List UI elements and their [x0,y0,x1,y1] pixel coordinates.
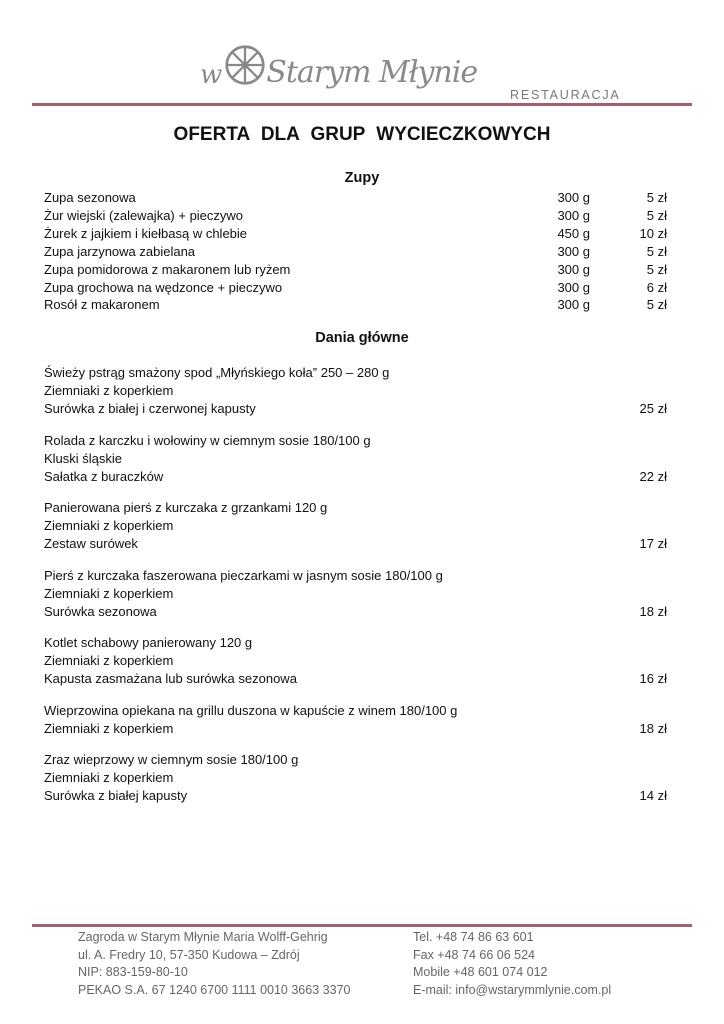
dish-text: Ziemniaki z koperkiem [44,653,174,668]
soup-row: Rosół z makaronem 300 g 5 zł [44,296,667,314]
dish-text: Rolada z karczku i wołowiny w ciemnym so… [44,432,371,448]
soup-weight: 300 g [557,190,590,205]
soup-name: Rosół z makaronem [44,297,160,313]
soup-row: Żur wiejski (zalewajka) + pieczywo 300 g 5… [44,207,667,225]
dish-line: Ziemniaki z koperkiem [44,769,667,787]
soup-name: Żur wiejski (zalewajka) + pieczywo [44,207,244,223]
footer-line: Mobile +48 601 074 012 [413,965,548,979]
dish-line: Kluski śląskie [44,450,667,468]
dish-line: Świeży pstrąg smażony spod „Młyńskiego k… [44,364,667,382]
dish-text: Surówka z białej kapusty [44,788,188,803]
dish-text: Surówka z białej i czerwonej kapusty [44,401,256,416]
page-title: OFERTA DLA GRUP WYCIECZKOWYCH [173,124,551,145]
dish-text: Kotlet schabowy panierowany 120 g [44,635,253,650]
dish-line: Sałatka z buraczków 22 zł [44,468,667,486]
dish-text: Zestaw surówek [44,536,138,551]
dish-price: 18 zł [639,720,667,736]
soup-price: 5 zł [646,297,667,313]
dish-line: Pierś z kurczaka faszerowana pieczarkami… [44,567,667,585]
soup-price: 10 zł [639,225,667,241]
soup-name: Zupa sezonowa [44,190,136,205]
logo-w: w [200,60,223,90]
footer-line: E-mail: info@wstarymmlynie.com.pl [413,982,612,997]
soups-heading: Zupy [344,170,380,186]
dish-text: Pierś z kurczaka faszerowana pieczarkami… [44,567,443,583]
soup-weight: 300 g [557,207,590,223]
dish-text: Panierowana pierś z kurczaka z grzankami… [44,500,328,515]
dish-text: Ziemniaki z koperkiem [44,720,174,736]
dish-line: Panierowana pierś z kurczaka z grzankami… [44,499,667,517]
soup-name: Zupa grochowa na wędzonce + pieczywo [44,279,283,295]
dish-line: Surówka z białej i czerwonej kapusty 25 z… [44,400,667,418]
dish-line: Zraz wieprzowy w ciemnym sosie 180/100 g [44,751,667,769]
soup-weight: 300 g [557,261,590,277]
dish-line: Ziemniaki z koperkiem [44,585,667,603]
footer-line: Tel. +48 74 86 63 601 [413,930,534,944]
footer-right: Tel. +48 74 86 63 601 Fax +48 74 66 06 52… [413,929,611,999]
soup-row: Zupa jarzynowa zabielana 300 g 5 zł [44,243,667,261]
dish-text: Ziemniaki z koperkiem [44,585,174,601]
soup-price: 6 zł [646,279,667,295]
dish-text: Ziemniaki z koperkiem [44,770,174,785]
dish-price: 22 zł [639,468,667,484]
dish-text: Sałatka z buraczków [44,468,164,484]
soup-row: Zupa grochowa na wędzonce + pieczywo 300 … [44,279,667,297]
footer-line: Fax +48 74 66 06 524 [413,947,535,962]
dish-line: Ziemniaki z koperkiem 18 zł [44,720,667,738]
mill-wheel-icon [225,45,265,85]
dish-text: Kapusta zasmażana lub surówka sezonowa [44,671,297,686]
dish-line: Surówka sezonowa 18 zł [44,603,667,621]
dish-text: Świeży pstrąg smażony spod „Młyńskiego k… [44,365,390,380]
footer-line: PEKAO S.A. 67 1240 6700 1111 0010 3663 3… [78,982,351,997]
soup-price: 5 zł [646,261,667,277]
dish-text: Ziemniaki z koperkiem [44,383,174,398]
logo-subtitle: RESTAURACJA [510,88,621,102]
soup-weight: 300 g [557,243,590,259]
soup-weight: 300 g [557,279,590,295]
soup-row: Zupa pomidorowa z makaronem lub ryżem 300… [44,261,667,279]
footer-line: Zagroda w Starym Młynie Maria Wolff-Gehr… [78,930,328,944]
dish-text: Surówka sezonowa [44,603,157,619]
dish-price: 16 zł [639,671,667,686]
soup-weight: 300 g [557,297,590,313]
footer-line: NIP: 883-159-80-10 [78,965,188,979]
soup-price: 5 zł [646,243,667,259]
logo-name: Starym Młynie [266,55,478,90]
dish-line: Kapusta zasmażana lub surówka sezonowa 16… [44,670,667,688]
footer-line: ul. A. Fredry 10, 57-350 Kudowa – Zdrój [78,947,300,962]
dish-line: Kotlet schabowy panierowany 120 g [44,634,667,652]
dish-price: 17 zł [639,536,667,551]
header-divider [32,103,692,106]
soup-name: Zupa jarzynowa zabielana [44,243,196,259]
dish-text: Kluski śląskie [44,450,123,466]
dish-line: Rolada z karczku i wołowiny w ciemnym so… [44,432,667,450]
dish-line: Ziemniaki z koperkiem [44,517,667,535]
soup-weight: 450 g [557,225,590,241]
mains-heading: Dania główne [315,330,409,346]
dish-line: Ziemniaki z koperkiem [44,382,667,400]
soup-name: Żurek z jajkiem i kiełbasą w chlebie [44,225,248,241]
dish-line: Wieprzowina opiekana na grillu duszona w… [44,702,667,720]
dish-price: 14 zł [639,788,667,803]
dish-text: Zraz wieprzowy w ciemnym sosie 180/100 g [44,752,299,767]
dish-text: Ziemniaki z koperkiem [44,518,174,533]
dish-price: 25 zł [639,401,667,416]
dish-line: Ziemniaki z koperkiem [44,652,667,670]
footer-divider [32,924,692,927]
soup-price: 5 zł [646,190,667,205]
soup-row: Zupa sezonowa 300 g 5 zł [44,189,667,207]
footer-left: Zagroda w Starym Młynie Maria Wolff-Gehr… [78,929,350,999]
soup-row: Żurek z jajkiem i kiełbasą w chlebie 450 … [44,225,667,243]
dish-text: Wieprzowina opiekana na grillu duszona w… [44,702,458,718]
dish-line: Surówka z białej kapusty 14 zł [44,787,667,805]
soup-price: 5 zł [646,207,667,223]
soup-name: Zupa pomidorowa z makaronem lub ryżem [44,261,291,277]
dish-line: Zestaw surówek 17 zł [44,535,667,553]
dish-price: 18 zł [639,603,667,619]
logo: w Starym Młynie [200,20,478,90]
